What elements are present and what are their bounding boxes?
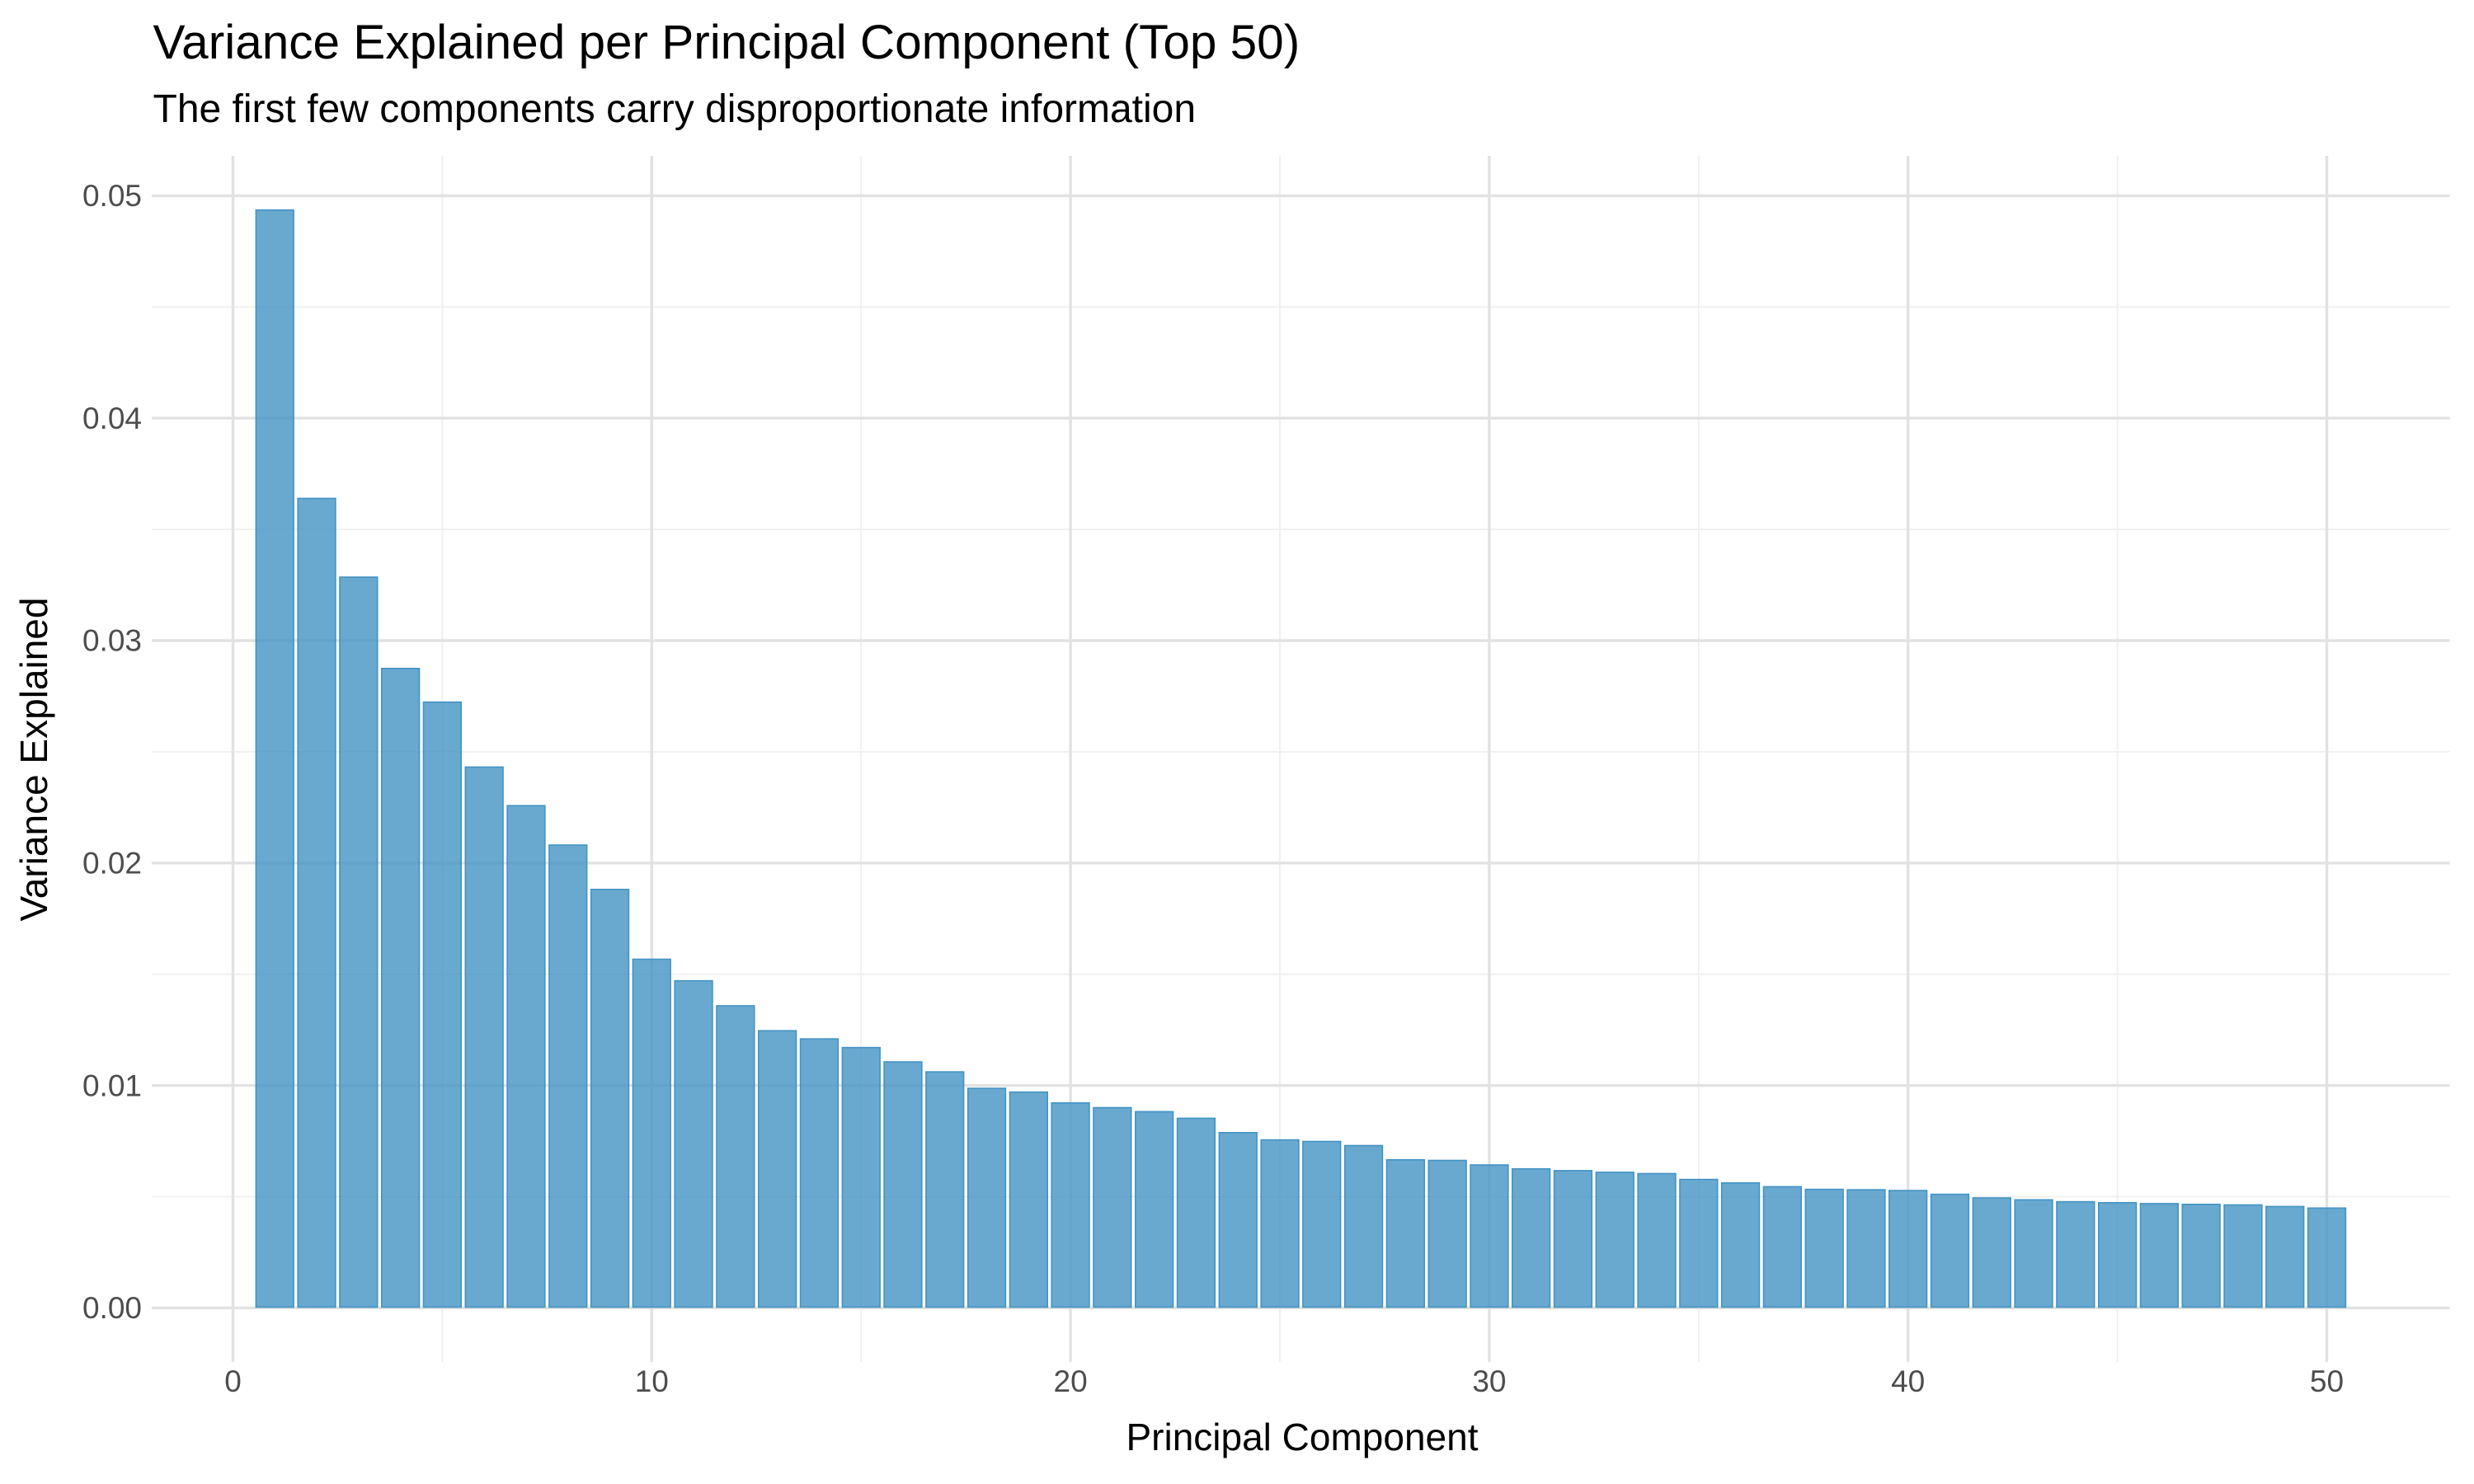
svg-text:0.04: 0.04 [82, 402, 142, 435]
svg-text:50: 50 [2310, 1364, 2344, 1398]
svg-text:Variance Explained per Princip: Variance Explained per Principal Compone… [153, 16, 1300, 69]
svg-text:Principal Component: Principal Component [1126, 1416, 1478, 1458]
svg-text:0.00: 0.00 [82, 1291, 142, 1325]
svg-text:Variance Explained: Variance Explained [12, 598, 55, 922]
svg-text:20: 20 [1054, 1364, 1088, 1398]
svg-text:0.03: 0.03 [82, 624, 142, 658]
svg-text:0.05: 0.05 [82, 179, 142, 213]
svg-text:0.01: 0.01 [82, 1068, 142, 1102]
svg-text:0: 0 [224, 1364, 242, 1398]
svg-text:30: 30 [1472, 1364, 1506, 1398]
svg-text:0.02: 0.02 [82, 847, 142, 881]
svg-text:The first few components carry: The first few components carry dispropor… [153, 87, 1197, 131]
svg-text:10: 10 [635, 1364, 669, 1398]
svg-text:40: 40 [1891, 1364, 1925, 1398]
